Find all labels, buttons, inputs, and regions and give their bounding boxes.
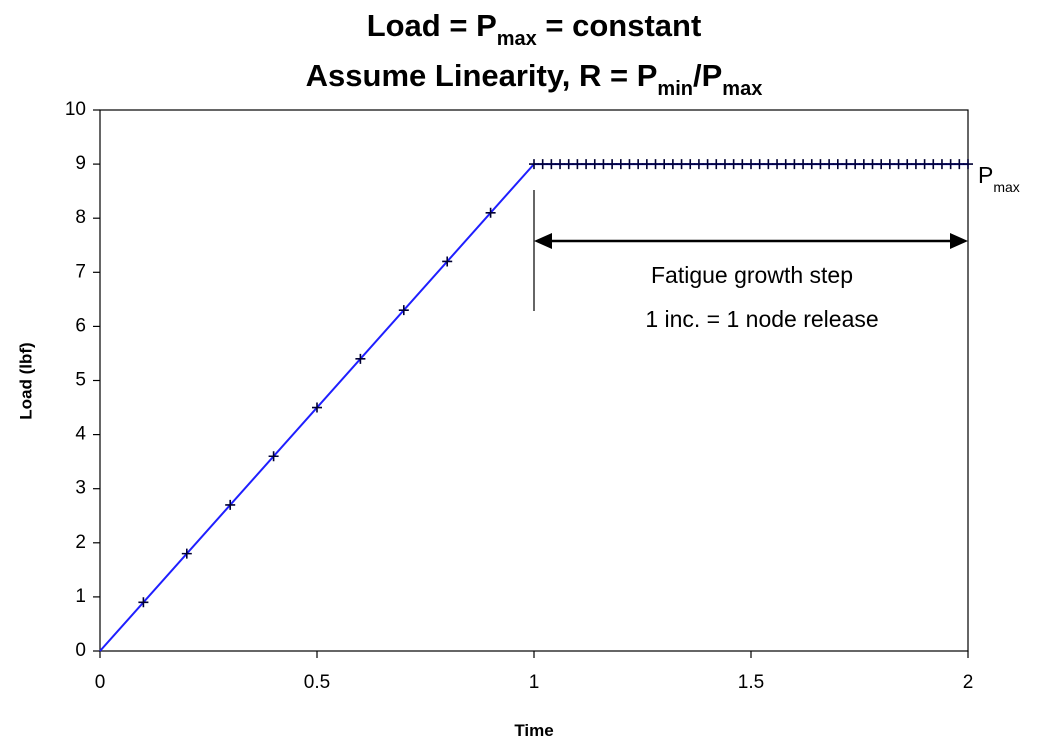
y-tick-label: 4 bbox=[75, 424, 86, 445]
marker bbox=[268, 451, 279, 462]
marker bbox=[737, 159, 748, 170]
marker bbox=[312, 402, 322, 413]
marker bbox=[598, 159, 609, 170]
chart-title: Load = Pmax = constant bbox=[367, 8, 702, 50]
annotation: Fatigue growth step bbox=[651, 262, 853, 288]
marker bbox=[181, 548, 192, 559]
text-span: /P bbox=[693, 58, 722, 93]
marker bbox=[867, 159, 878, 170]
marker bbox=[138, 597, 149, 608]
marker bbox=[763, 159, 774, 170]
marker bbox=[615, 159, 626, 170]
x-tick-label: 0.5 bbox=[304, 672, 330, 693]
marker bbox=[624, 159, 635, 170]
x-tick-label: 1.5 bbox=[738, 672, 764, 693]
y-tick-label: 3 bbox=[75, 478, 86, 499]
text-span: Load = P bbox=[367, 8, 497, 43]
subscript: min bbox=[657, 78, 693, 100]
marker bbox=[225, 499, 236, 510]
subscript: max bbox=[497, 28, 537, 50]
marker bbox=[858, 159, 869, 170]
marker bbox=[754, 159, 765, 170]
marker bbox=[659, 159, 670, 170]
marker bbox=[633, 159, 644, 170]
marker bbox=[641, 159, 652, 170]
y-tick-label: 6 bbox=[75, 315, 86, 336]
marker bbox=[589, 159, 600, 170]
marker bbox=[555, 159, 566, 170]
pmax-label: Pmax bbox=[978, 162, 1020, 195]
y-tick-label: 8 bbox=[75, 207, 86, 228]
x-tick-label: 2 bbox=[963, 672, 974, 693]
marker bbox=[806, 159, 817, 170]
marker bbox=[824, 159, 835, 170]
marker bbox=[563, 159, 574, 170]
marker bbox=[693, 159, 704, 170]
marker bbox=[893, 159, 904, 170]
marker bbox=[719, 159, 730, 170]
y-tick-label: 7 bbox=[75, 261, 86, 282]
text-span: P bbox=[978, 162, 993, 188]
marker bbox=[607, 159, 618, 170]
y-tick-label: 5 bbox=[75, 370, 86, 391]
x-tick-label: 0 bbox=[95, 672, 106, 693]
x-tick-label: 1 bbox=[529, 672, 540, 693]
y-tick-label: 2 bbox=[75, 532, 86, 553]
marker bbox=[884, 159, 895, 170]
marker bbox=[398, 305, 409, 316]
marker bbox=[702, 159, 713, 170]
marker bbox=[685, 159, 696, 170]
y-tick-label: 9 bbox=[75, 153, 86, 174]
marker bbox=[442, 256, 453, 267]
text-span: Assume Linearity, R = P bbox=[306, 58, 658, 93]
marker bbox=[546, 159, 557, 170]
marker bbox=[841, 159, 852, 170]
marker bbox=[746, 159, 756, 170]
marker bbox=[963, 159, 973, 170]
marker bbox=[667, 159, 678, 170]
arrow-head bbox=[534, 233, 552, 249]
marker bbox=[789, 159, 800, 170]
y-tick-label: 0 bbox=[75, 640, 86, 661]
marker bbox=[529, 159, 539, 170]
y-axis-label: Load (lbf) bbox=[16, 342, 35, 419]
marker bbox=[954, 159, 965, 170]
marker bbox=[910, 159, 921, 170]
x-axis-label: Time bbox=[514, 721, 553, 740]
marker bbox=[902, 159, 913, 170]
marker bbox=[772, 159, 783, 170]
marker bbox=[572, 159, 583, 170]
marker bbox=[876, 159, 887, 170]
annotation: 1 inc. = 1 node release bbox=[645, 306, 878, 332]
marker bbox=[798, 159, 809, 170]
subscript: max bbox=[993, 179, 1019, 195]
marker bbox=[355, 353, 366, 364]
subscript: max bbox=[722, 78, 762, 100]
chart-title: Assume Linearity, R = Pmin/Pmax bbox=[306, 58, 763, 100]
marker bbox=[581, 159, 592, 170]
marker bbox=[711, 159, 722, 170]
marker bbox=[850, 159, 861, 170]
marker bbox=[945, 159, 956, 170]
y-tick-label: 10 bbox=[65, 99, 86, 120]
marker bbox=[936, 159, 947, 170]
marker bbox=[537, 159, 548, 170]
marker bbox=[815, 159, 826, 170]
text-span: = constant bbox=[537, 8, 702, 43]
arrow-head bbox=[950, 233, 968, 249]
y-tick-label: 1 bbox=[75, 586, 86, 607]
marker bbox=[650, 159, 661, 170]
marker bbox=[780, 159, 791, 170]
marker bbox=[728, 159, 739, 170]
marker bbox=[919, 159, 930, 170]
marker bbox=[485, 207, 496, 218]
marker bbox=[832, 159, 843, 170]
marker bbox=[928, 159, 939, 170]
marker bbox=[676, 159, 687, 170]
